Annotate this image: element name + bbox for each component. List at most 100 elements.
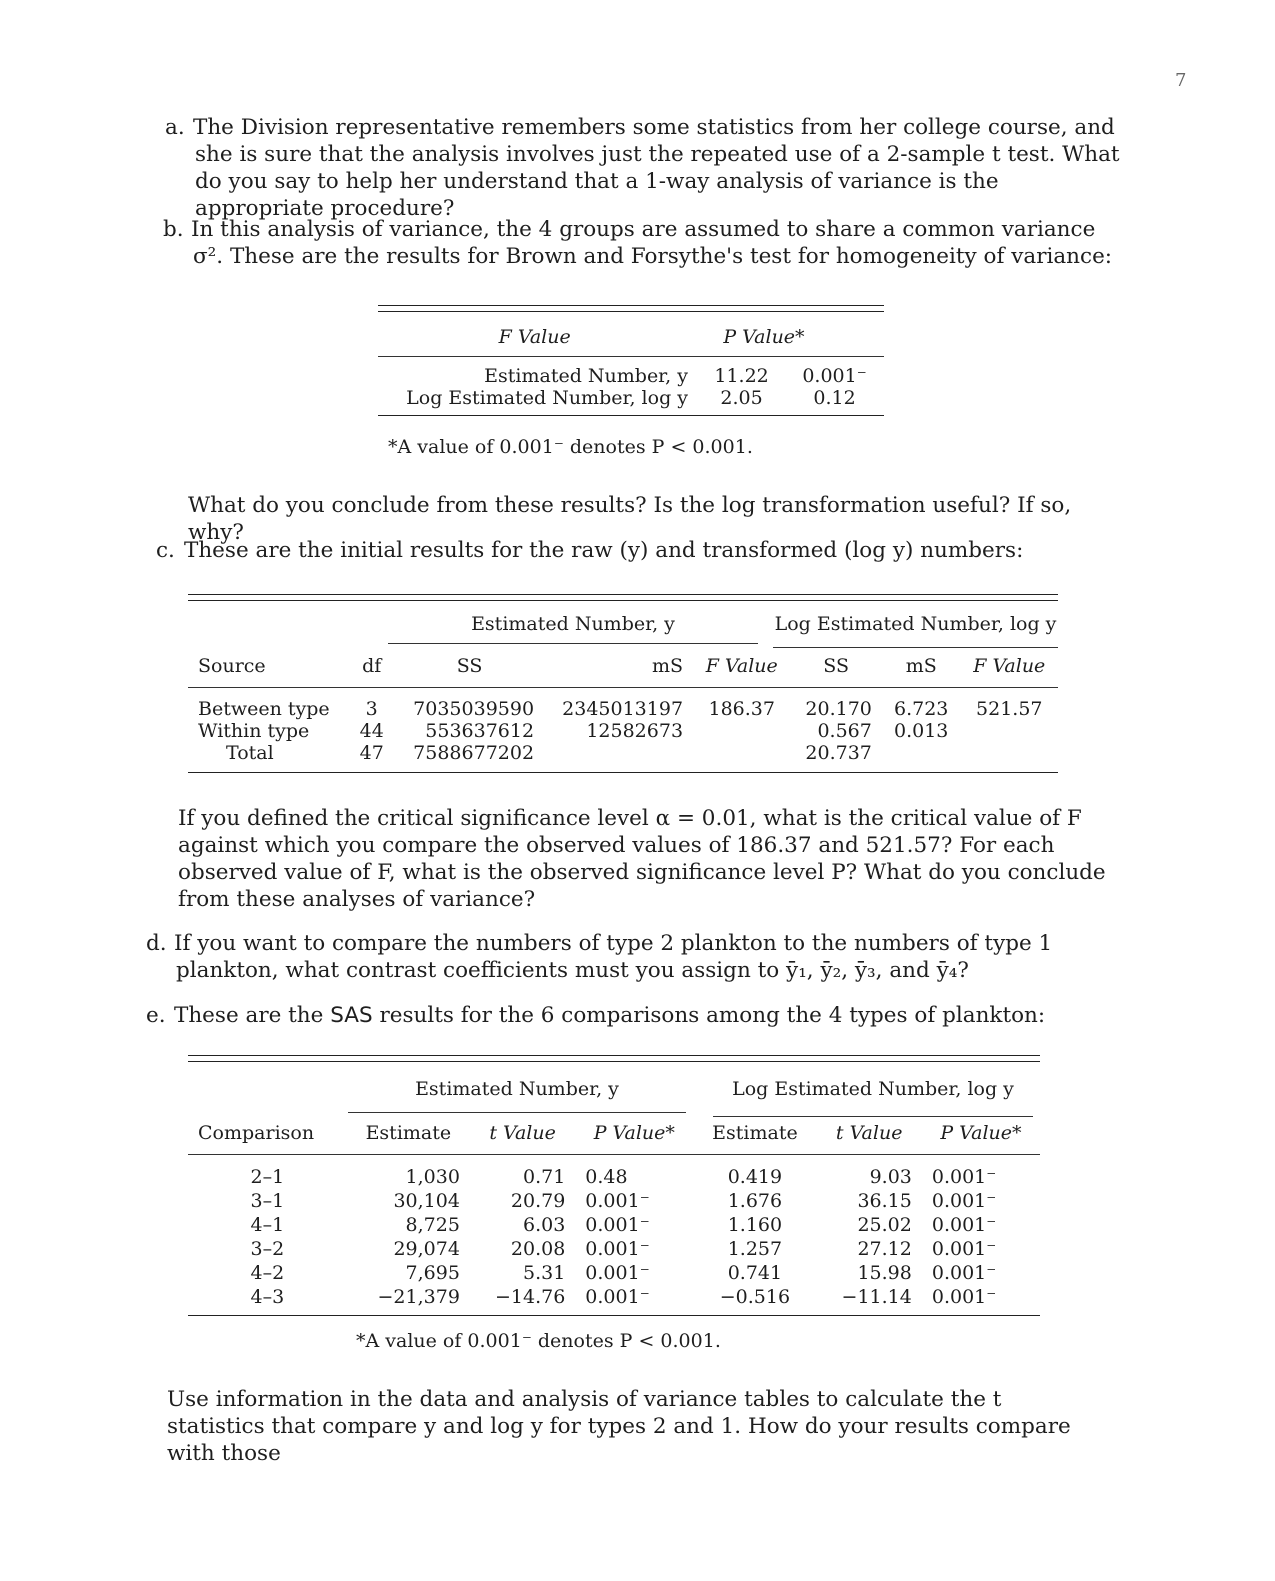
column-header: F Value <box>960 655 1058 688</box>
comparison-label: 3–2 <box>250 1238 285 1260</box>
table-cell: 0.001⁻ <box>585 1214 650 1236</box>
sas-name: SAS <box>330 1003 373 1028</box>
column-header: Comparison <box>188 1122 347 1155</box>
column-header: Source <box>188 655 349 688</box>
table-cell: 29,074 <box>393 1238 460 1260</box>
page-number: 7 <box>1175 70 1187 91</box>
header-row: Source df SS mS F Value SS mS F Value <box>188 655 1058 688</box>
table-cell: 0.71 <box>522 1166 566 1188</box>
table-cell: −11.14 <box>841 1286 912 1308</box>
table-cell: 0.419 <box>727 1166 783 1188</box>
table-cell: 0.001⁻ <box>585 1286 650 1308</box>
table-cell <box>693 742 790 764</box>
question-a: a. The Division representative remembers … <box>165 114 1130 222</box>
column-header: Estimate <box>693 1122 817 1155</box>
table-row: 4–2 7,695 5.31 0.001⁻ 0.741 15.98 0.001⁻ <box>188 1261 1040 1285</box>
table-cell: 0.001⁻ <box>931 1286 997 1308</box>
comparison-label: 4–2 <box>250 1262 285 1284</box>
table-cell: 186.37 <box>708 698 775 720</box>
table-cell <box>693 720 790 742</box>
column-header: SS <box>790 655 882 688</box>
table-cell: 0.001⁻ <box>931 1214 997 1236</box>
column-header: mS <box>544 655 694 688</box>
comparison-label: 3–1 <box>250 1190 285 1212</box>
question-text: These are the <box>174 1003 331 1028</box>
table-row: Within type 44 553637612 12582673 0.567 0.013 <box>188 720 1058 742</box>
table-cell: 0.001⁻ <box>585 1190 650 1212</box>
f-value: 2.05 <box>720 387 763 409</box>
table-cell: 0.001⁻ <box>585 1238 650 1260</box>
table-cell: 20.79 <box>510 1190 566 1212</box>
anova-table: Estimated Number, y Log Estimated Number… <box>188 594 1058 773</box>
column-header: F Value <box>498 326 571 348</box>
table-cell <box>961 720 1058 742</box>
question-c: c. These are the initial results for the … <box>156 537 1121 564</box>
table-cell: 7035039590 <box>413 698 535 720</box>
table-cell: 20.737 <box>805 742 872 764</box>
footnote: *A value of 0.001⁻ denotes P < 0.001. <box>388 436 753 458</box>
table-row: Log Estimated Number, log y 2.05 0.12 <box>378 387 884 409</box>
comparisons-table: Estimated Number, y Log Estimated Number… <box>188 1055 1040 1316</box>
question-c-followup: If you defined the critical significance… <box>178 806 1106 912</box>
column-header: F Value <box>693 655 791 688</box>
column-header: mS <box>881 655 961 688</box>
table-cell: 6.723 <box>894 698 949 720</box>
table-cell: 9.03 <box>869 1166 912 1188</box>
table-cell: 0.013 <box>894 720 949 742</box>
table-cell: 1,030 <box>405 1166 460 1188</box>
table-cell: 0.001⁻ <box>931 1190 997 1212</box>
table-cell: 5.31 <box>522 1262 566 1284</box>
item-label: a. <box>165 115 185 140</box>
group-header: Log Estimated Number, log y <box>732 1078 1014 1100</box>
column-header: t Value <box>816 1122 922 1155</box>
p-value: 0.12 <box>813 387 856 409</box>
table-row: 4–1 8,725 6.03 0.001⁻ 1.160 25.02 0.001⁻ <box>188 1213 1040 1237</box>
question-b: b. In this analysis of variance, the 4 gr… <box>163 216 1128 270</box>
column-header: SS <box>395 655 545 688</box>
p-value: 0.001⁻ <box>802 365 867 387</box>
table-cell: 0.001⁻ <box>931 1238 997 1260</box>
table-cell: 47 <box>359 742 384 764</box>
column-header: P Value* <box>575 1122 694 1155</box>
question-text: results for the 6 comparisons among the … <box>372 1003 1046 1028</box>
comparison-label: 2–1 <box>250 1166 285 1188</box>
item-label: d. <box>146 931 167 956</box>
footnote: *A value of 0.001⁻ denotes P < 0.001. <box>356 1330 721 1352</box>
group-header: Estimated Number, y <box>471 613 675 635</box>
table-row: Between type 3 7035039590 2345013197 186.37 2… <box>188 688 1058 720</box>
table-cell: 27.12 <box>857 1238 912 1260</box>
table-cell: 0.741 <box>727 1262 783 1284</box>
comparison-label: 4–1 <box>250 1214 285 1236</box>
column-header: t Value <box>469 1122 576 1155</box>
question-e: e. These are the SAS results for the 6 co… <box>146 1002 1121 1029</box>
column-header: df <box>348 655 396 688</box>
question-b-followup: What do you conclude from these results?… <box>188 493 1072 545</box>
question-d: d. If you want to compare the numbers of … <box>146 930 1121 984</box>
table-cell: 0.001⁻ <box>931 1166 997 1188</box>
row-label: Log Estimated Number, log y <box>406 387 688 409</box>
table-cell: 8,725 <box>405 1214 460 1236</box>
table-row: Total 47 7588677202 20.737 <box>188 742 1058 764</box>
question-text: The Division representative remembers so… <box>193 115 1120 221</box>
table-cell: 15.98 <box>857 1262 912 1284</box>
item-label: b. <box>163 217 184 242</box>
column-header: P Value* <box>921 1122 1040 1155</box>
source-label: Between type <box>198 698 330 720</box>
table-cell: 3 <box>365 698 378 720</box>
source-label: Total <box>226 742 274 764</box>
table-cell: 0.001⁻ <box>585 1262 650 1284</box>
table-cell: 30,104 <box>393 1190 460 1212</box>
question-e-followup: Use information in the data and analysis… <box>167 1387 1071 1466</box>
table-cell: 0.567 <box>817 720 872 742</box>
table-cell: 20.08 <box>510 1238 566 1260</box>
column-header: P Value* <box>723 326 805 348</box>
table-row: 2–1 1,030 0.71 0.48 0.419 9.03 0.001⁻ <box>188 1155 1040 1190</box>
group-header: Estimated Number, y <box>415 1078 619 1100</box>
table-cell: 0.48 <box>585 1166 628 1188</box>
table-cell: 1.160 <box>727 1214 783 1236</box>
table-cell: −0.516 <box>719 1286 791 1308</box>
item-label: c. <box>156 538 175 563</box>
table-cell: 1.676 <box>727 1190 783 1212</box>
column-header <box>378 326 425 348</box>
question-text: If you want to compare the numbers of ty… <box>174 931 1053 983</box>
